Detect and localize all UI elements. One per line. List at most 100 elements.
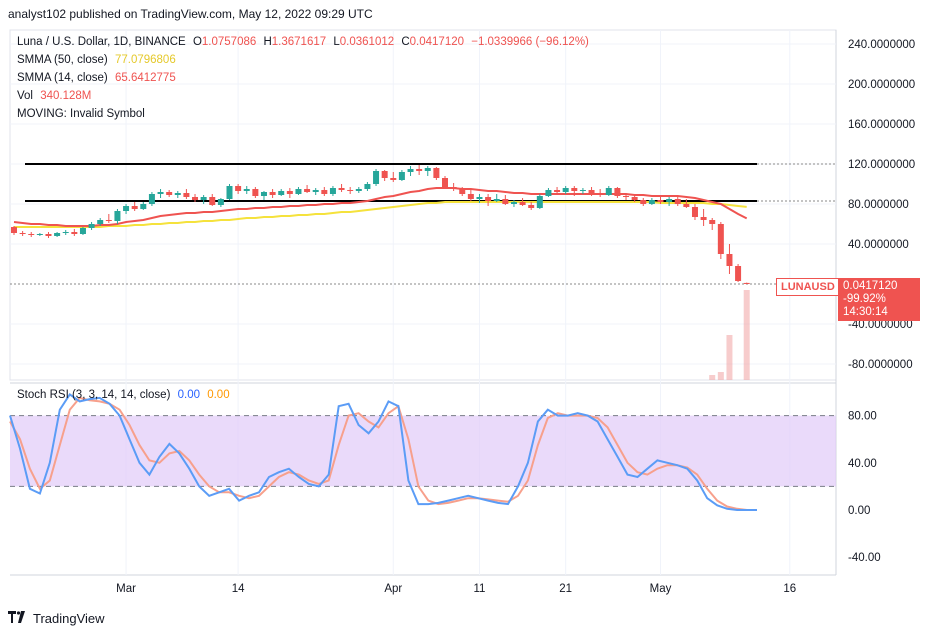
last-price-tag: 0.0417120 -99.92% 14:30:14 [838,278,920,321]
candle-body [623,196,630,197]
candle-body [554,190,561,192]
candle-body [183,193,190,197]
stoch-rsi-axis-label: 80.00 [848,411,877,423]
candle-body [105,220,112,221]
candle-body [19,233,26,234]
last-price-change: -99.92% [843,293,886,305]
candle-body [157,192,164,194]
candle-body [579,190,586,191]
symbol-title[interactable]: Luna / U.S. Dollar, 1D, BINANCE [17,36,186,48]
stoch-rsi-axis-label: -40.00 [848,552,881,564]
stoch-rsi-d-value: 0.00 [207,389,230,401]
candle-body [226,186,233,199]
candle-body [605,188,612,195]
candle-body [123,206,130,211]
candle-body [11,227,17,233]
candle-body [588,190,595,193]
candle-body [485,197,492,201]
candle-body [416,169,423,171]
candle-body [88,224,95,228]
candle-body [217,199,224,205]
candle-body [735,266,742,281]
candle-body [304,189,311,192]
moving-label: MOVING: Invalid Symbol [17,108,145,120]
candle-body [640,200,647,204]
candle-body [45,234,52,236]
smma50-label: SMMA (50, close) [17,54,108,66]
volume-bar [726,335,733,380]
candle-body [476,197,483,199]
candle-body [235,186,242,191]
candle-body [390,178,397,180]
candle-body [252,189,259,196]
candle-body [79,228,86,234]
candle-body [631,197,638,200]
candle-body [71,232,78,234]
candle-body [269,192,276,195]
candle-body [54,233,61,236]
candle-body [355,189,362,191]
legend-volume[interactable]: Vol 340.128M [17,90,95,102]
candle-body [597,193,604,195]
time-axis-label: 21 [559,583,572,595]
smma14-value: 65.6412775 [114,72,176,84]
price-axis-label: 160.0000000 [848,119,915,131]
time-axis-label: Mar [116,583,136,595]
time-axis-label: Apr [384,583,402,595]
candle-body [407,169,414,172]
candle-body [338,188,345,190]
candle-body [528,205,535,208]
last-price-countdown: 14:30:14 [843,306,888,318]
candle-body [209,197,216,205]
candle-body [364,184,371,189]
candle-body [286,191,293,194]
tradingview-logo-icon [8,611,28,626]
candle-body [278,191,285,195]
candle-body [260,192,267,196]
legend-moving[interactable]: MOVING: Invalid Symbol [17,108,149,120]
candle-body [691,207,698,217]
smma50-line [14,201,747,228]
candle-body [381,171,388,178]
candle-body [657,200,664,202]
tradingview-brand-text: TradingView [33,611,105,626]
candle-body [312,190,319,192]
candle-body [166,192,173,195]
stoch-rsi-d-line [9,396,757,511]
candle-body [131,206,138,209]
volume-bar [717,372,724,380]
candle-body [536,196,543,208]
time-axis-label: 16 [783,583,796,595]
price-axis-label: -40.0000000 [848,319,913,331]
tradingview-brand[interactable]: TradingView [8,611,105,626]
candle-body [683,204,690,207]
candle-body [200,197,207,200]
legend-smma50[interactable]: SMMA (50, close) 77.0796806 [17,54,180,66]
candle-body [545,190,552,196]
candle-body [398,172,405,180]
candle-body [36,234,43,235]
last-price-value: 0.0417120 [843,280,898,292]
smma14-line [13,187,748,227]
candle-body [97,220,104,224]
candle-body [243,189,250,191]
publish-info: analyst102 published on TradingView.com,… [8,7,373,21]
candle-body [192,197,199,200]
candle-body [571,188,578,191]
candle-body [502,199,509,204]
legend-stoch-rsi[interactable]: Stoch RSI (3, 3, 14, 14, close) 0.00 0.0… [17,389,234,401]
price-axis-label: 200.0000000 [848,79,915,91]
legend-main-row: Luna / U.S. Dollar, 1D, BINANCE O1.07570… [17,36,593,48]
stoch-rsi-axis-label: 0.00 [848,505,870,517]
candle-body [329,188,336,194]
legend-smma14[interactable]: SMMA (14, close) 65.6412775 [17,72,180,84]
smma50-value: 77.0796806 [114,54,176,66]
candle-body [700,217,707,220]
candle-body [743,282,750,284]
candle-body [562,188,569,192]
candle-body [666,199,673,202]
candle-body [493,199,500,201]
high-label: H [263,36,272,48]
candle-body [467,194,474,199]
